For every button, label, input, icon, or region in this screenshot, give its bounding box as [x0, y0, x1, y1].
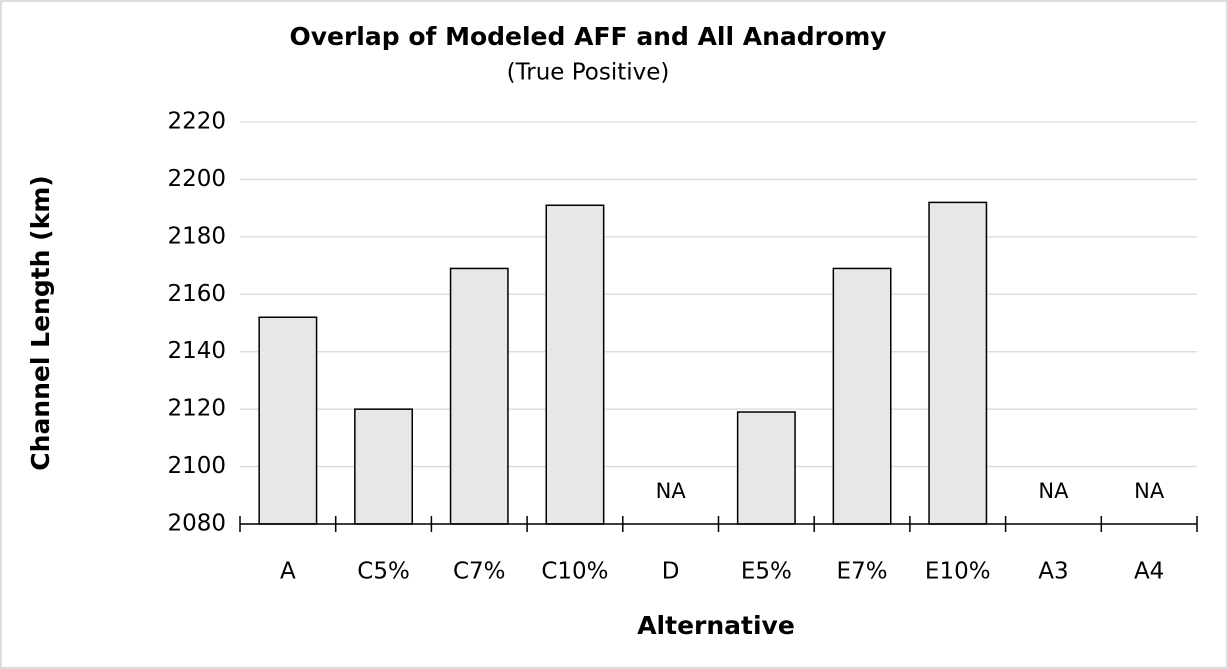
- x-tick-label: C10%: [541, 559, 608, 585]
- x-tick-label: A: [280, 559, 296, 585]
- bar: [258, 316, 318, 525]
- value-label: NA: [1134, 479, 1165, 503]
- x-tick-label: E7%: [837, 559, 888, 585]
- y-tick-label: 2200: [167, 166, 226, 192]
- x-tick-label: A4: [1134, 559, 1164, 585]
- bar: [354, 408, 414, 525]
- value-label: NA: [656, 479, 687, 503]
- bar: [832, 267, 892, 525]
- x-tick-label: E5%: [741, 559, 792, 585]
- x-tick-label: A3: [1038, 559, 1068, 585]
- bar: [449, 267, 509, 525]
- y-tick-label: 2140: [167, 338, 226, 364]
- y-tick-label: 2100: [167, 453, 226, 479]
- bar: [928, 201, 988, 525]
- value-label: NA: [1038, 479, 1069, 503]
- x-tick-label: E10%: [925, 559, 991, 585]
- bar: [545, 204, 605, 525]
- x-tick-label: D: [662, 559, 680, 585]
- chart-subtitle: (True Positive): [507, 60, 670, 86]
- y-tick-label: 2180: [167, 223, 226, 249]
- x-tick-label: C7%: [453, 559, 506, 585]
- x-axis-label: Alternative: [637, 611, 795, 640]
- y-axis-label: Channel Length (km): [26, 175, 55, 470]
- bar: [736, 411, 796, 525]
- y-tick-label: 2160: [167, 281, 226, 307]
- y-tick-label: 2120: [167, 396, 226, 422]
- x-tick-label: C5%: [357, 559, 410, 585]
- chart-title: Overlap of Modeled AFF and All Anadromy: [289, 22, 886, 51]
- y-tick-label: 2220: [167, 109, 226, 135]
- y-tick-label: 2080: [167, 511, 226, 537]
